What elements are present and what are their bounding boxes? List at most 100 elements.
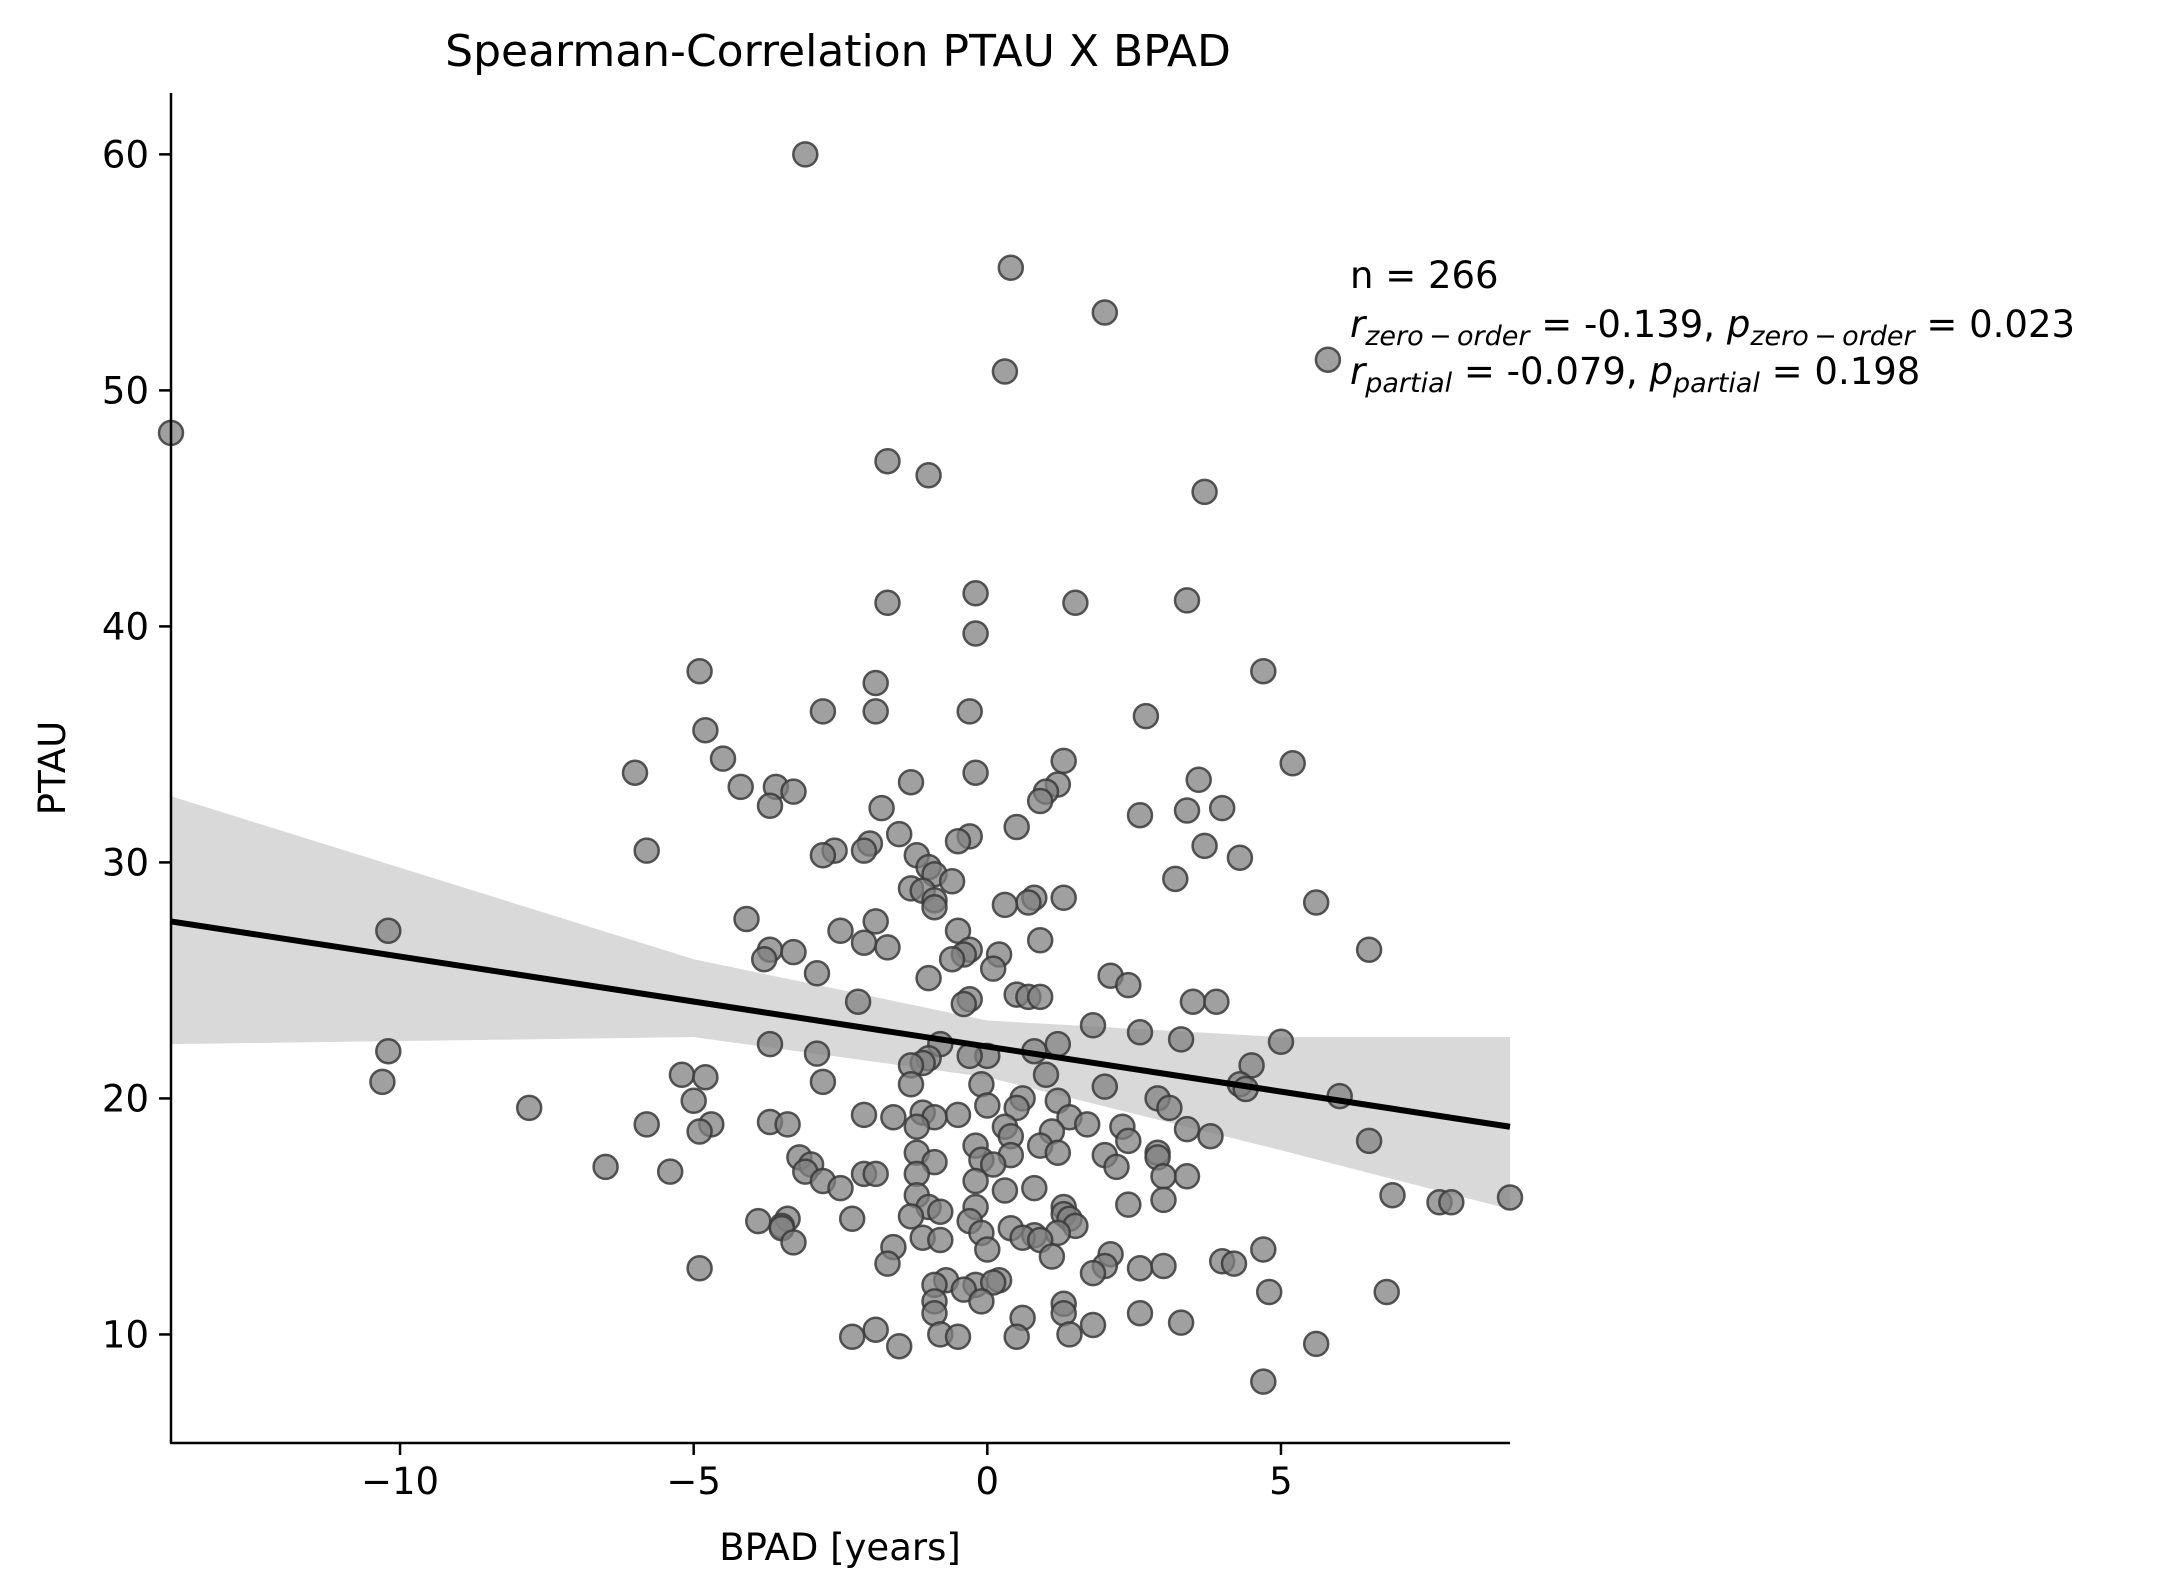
data-point [1173, 587, 1201, 614]
data-point [803, 960, 831, 987]
data-point [1003, 1094, 1030, 1122]
data-point [1026, 787, 1054, 815]
data-point [1050, 884, 1077, 912]
data-point [880, 1104, 907, 1131]
x-tick-label: −5 [666, 1460, 721, 1503]
data-point [944, 1101, 972, 1129]
data-point [792, 141, 819, 168]
data-point [862, 1316, 889, 1343]
r-partial-value: = -0.079, [1452, 350, 1649, 393]
data-point [1250, 657, 1277, 685]
data-point [369, 1068, 396, 1096]
p-symbol-partial: p [1648, 350, 1673, 393]
data-point [862, 1160, 889, 1188]
y-tick-label: 60 [102, 133, 149, 176]
data-point [1167, 1026, 1195, 1053]
data-point [1126, 801, 1154, 829]
data-point [780, 1229, 807, 1256]
stats-annotation: n = 266 rzero − order = -0.139, pzero − … [1350, 254, 2075, 399]
data-point [838, 1323, 866, 1351]
data-point [1038, 1243, 1066, 1270]
p-partial-value: = 0.198 [1760, 350, 1920, 393]
data-point [686, 657, 713, 685]
data-point [592, 1153, 619, 1181]
data-point [1021, 1174, 1048, 1202]
data-point [1103, 1153, 1130, 1181]
data-point [1050, 747, 1077, 775]
data-point [1015, 889, 1042, 916]
data-point [1044, 1030, 1072, 1058]
data-point [375, 917, 402, 945]
data-point [1126, 1255, 1154, 1282]
data-point [1156, 1094, 1183, 1122]
data-point [1191, 478, 1218, 506]
data-point [874, 447, 901, 475]
data-point [1185, 766, 1212, 794]
r-zero-order-value: = -0.139, [1530, 303, 1727, 346]
data-point [1250, 1368, 1277, 1395]
data-point [1173, 1163, 1201, 1190]
y-axis-label: PTAU [31, 721, 74, 815]
p-symbol: p [1726, 303, 1751, 346]
data-point [809, 1068, 837, 1096]
data-point [962, 620, 989, 647]
data-point [1496, 1184, 1524, 1211]
data-points-layer [157, 141, 1524, 1395]
data-point [938, 945, 966, 973]
data-point [974, 1236, 1001, 1263]
p-zero-order-subscript: zero − order [1749, 321, 1916, 352]
data-point [897, 768, 925, 796]
data-point [1314, 346, 1342, 373]
data-point [915, 964, 942, 992]
data-point [809, 698, 837, 725]
data-point [1091, 299, 1119, 326]
data-point [633, 1111, 660, 1138]
data-point [1220, 1250, 1248, 1277]
data-point [897, 1071, 925, 1098]
data-point [1302, 889, 1330, 916]
y-tick-label: 20 [102, 1077, 149, 1120]
data-point [1162, 865, 1189, 893]
data-point [1179, 988, 1207, 1015]
y-tick-label: 40 [102, 605, 149, 648]
data-point [686, 1255, 713, 1282]
data-point [515, 1094, 543, 1122]
data-point [656, 1158, 684, 1185]
data-point [1126, 1019, 1154, 1046]
data-point [1267, 1028, 1295, 1056]
data-point [885, 820, 913, 848]
data-point [1044, 1139, 1072, 1166]
data-point [680, 1087, 707, 1115]
data-point [991, 358, 1019, 385]
data-point [745, 1207, 772, 1235]
x-ticks: −10 −5 0 5 [361, 1443, 1293, 1503]
r-symbol: r [1350, 303, 1368, 346]
data-point [944, 827, 972, 855]
data-point [1126, 1299, 1154, 1327]
data-point [780, 938, 807, 966]
data-point [997, 254, 1025, 281]
data-point [1379, 1181, 1406, 1209]
data-point [709, 745, 737, 772]
data-point [850, 929, 878, 956]
data-point [1079, 1259, 1107, 1287]
data-point [1226, 844, 1254, 871]
y-tick-label: 50 [102, 369, 149, 412]
data-point [838, 1205, 866, 1233]
data-point [897, 1203, 925, 1230]
data-point [862, 669, 889, 697]
data-point [903, 1113, 931, 1140]
data-point [921, 893, 948, 921]
data-point [756, 1030, 784, 1058]
y-ticks: 10 20 30 40 50 60 [102, 133, 171, 1356]
data-point [1115, 1127, 1142, 1155]
data-point [621, 759, 649, 786]
data-point [668, 1061, 696, 1089]
data-point [1203, 988, 1230, 1015]
data-point [1438, 1189, 1465, 1216]
data-point [868, 794, 895, 822]
y-tick-label: 10 [102, 1313, 149, 1356]
data-point [1150, 1163, 1177, 1190]
data-point [827, 917, 854, 945]
